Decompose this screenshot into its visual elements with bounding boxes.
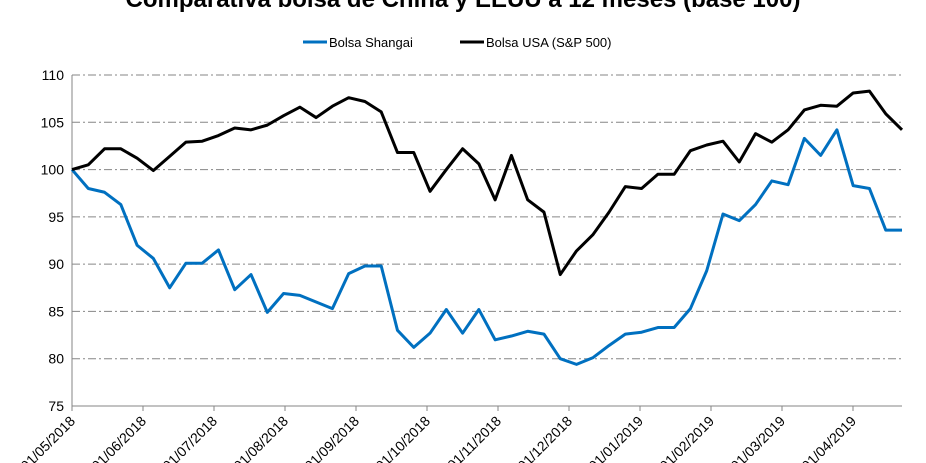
series-line-shangai (70, 128, 902, 366)
y-tick-label: 75 (48, 398, 64, 414)
series-line-usa (71, 89, 904, 277)
chart-title: Comparativa bolsa de China y EEUU a 12 m… (0, 0, 926, 14)
x-tick-label: 01/07/2018 (159, 413, 220, 463)
x-tick-label: 01/12/2018 (514, 413, 575, 463)
x-tick-label: 01/06/2018 (88, 413, 149, 463)
x-tick-label: 01/11/2018 (444, 413, 504, 463)
y-tick-label: 95 (48, 209, 64, 225)
x-tick-label: 01/08/2018 (230, 413, 291, 463)
legend-label: Bolsa USA (S&P 500) (486, 35, 612, 50)
x-tick-label: 01/01/2019 (585, 413, 646, 463)
x-tick-label: 01/09/2018 (301, 413, 362, 463)
y-tick-label: 90 (48, 256, 64, 272)
y-tick-label: 110 (42, 67, 65, 83)
x-tick-label: 01/10/2018 (372, 413, 433, 463)
y-tick-label: 100 (41, 162, 65, 178)
x-tick-label: 01/03/2019 (727, 413, 788, 463)
x-tick-label: 01/04/2019 (798, 413, 859, 463)
y-tick-label: 85 (48, 303, 64, 319)
y-tick-label: 80 (48, 351, 64, 367)
legend-label: Bolsa Shangai (329, 35, 413, 50)
x-tick-label: 01/05/2018 (17, 413, 78, 463)
x-tick-label: 01/02/2019 (656, 413, 717, 463)
y-tick-label: 105 (41, 114, 65, 130)
